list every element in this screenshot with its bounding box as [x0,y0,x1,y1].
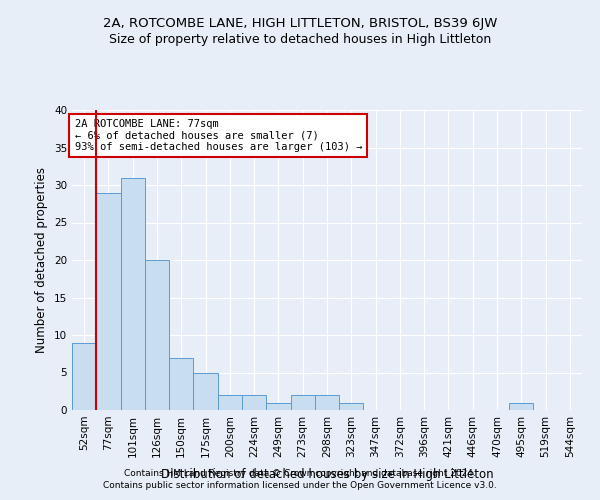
Text: 2A ROTCOMBE LANE: 77sqm
← 6% of detached houses are smaller (7)
93% of semi-deta: 2A ROTCOMBE LANE: 77sqm ← 6% of detached… [74,119,362,152]
Bar [242,395,266,410]
Bar [72,342,96,410]
Bar [290,395,315,410]
Bar [266,402,290,410]
Bar [339,402,364,410]
Text: 2A, ROTCOMBE LANE, HIGH LITTLETON, BRISTOL, BS39 6JW: 2A, ROTCOMBE LANE, HIGH LITTLETON, BRIST… [103,18,497,30]
Bar [218,395,242,410]
Bar [509,402,533,410]
Text: Size of property relative to detached houses in High Littleton: Size of property relative to detached ho… [109,32,491,46]
X-axis label: Distribution of detached houses by size in High Littleton: Distribution of detached houses by size … [161,468,493,481]
Bar [193,372,218,410]
Bar [96,192,121,410]
Y-axis label: Number of detached properties: Number of detached properties [35,167,49,353]
Text: Contains HM Land Registry data © Crown copyright and database right 2024.: Contains HM Land Registry data © Crown c… [124,468,476,477]
Bar [145,260,169,410]
Text: Contains public sector information licensed under the Open Government Licence v3: Contains public sector information licen… [103,481,497,490]
Bar [121,178,145,410]
Bar [169,358,193,410]
Bar [315,395,339,410]
